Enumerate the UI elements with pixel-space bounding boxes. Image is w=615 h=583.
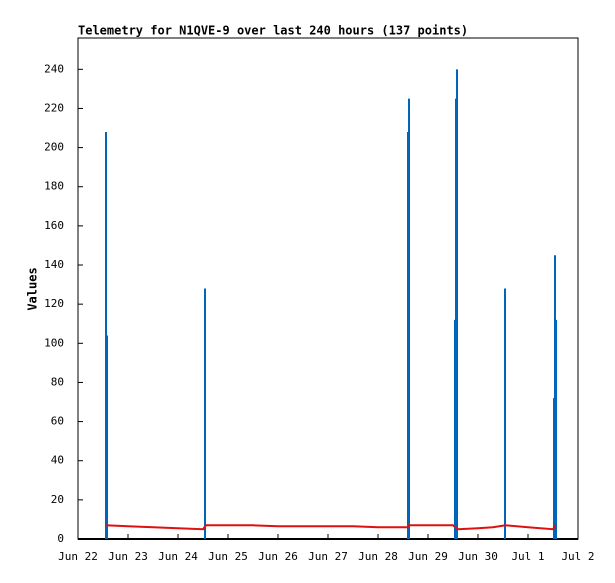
y-tick-label: 240 xyxy=(44,62,64,75)
y-axis-label: Values xyxy=(26,267,40,310)
x-tick-label: Jun 25 xyxy=(208,550,248,563)
x-tick-label: Jun 28 xyxy=(358,550,398,563)
x-tick-label: Jun 23 xyxy=(108,550,148,563)
y-tick-label: 20 xyxy=(51,493,64,506)
x-tick-label: Jun 27 xyxy=(308,550,348,563)
y-tick-label: 160 xyxy=(44,219,64,232)
y-tick-label: 120 xyxy=(44,297,64,310)
x-tick-label: Jun 26 xyxy=(258,550,298,563)
x-tick-label: Jun 24 xyxy=(158,550,198,563)
y-tick-label: 220 xyxy=(44,101,64,114)
line xyxy=(105,524,557,531)
y-tick-label: 80 xyxy=(51,375,64,388)
y-tick-label: 40 xyxy=(51,454,64,467)
x-tick-label: Jul 1 xyxy=(511,550,544,563)
x-tick-label: Jun 30 xyxy=(458,550,498,563)
x-tick-label: Jun 22 xyxy=(58,550,98,563)
y-tick-label: 140 xyxy=(44,258,64,271)
y-tick-label: 60 xyxy=(51,415,64,428)
y-tick-label: 0 xyxy=(57,532,64,545)
x-tick-label: Jun 29 xyxy=(408,550,448,563)
chart-title: Telemetry for N1QVE-9 over last 240 hour… xyxy=(78,24,468,38)
y-tick-label: 200 xyxy=(44,141,64,154)
y-tick-label: 100 xyxy=(44,336,64,349)
x-tick-label: Jul 2 xyxy=(561,550,594,563)
y-tick-label: 180 xyxy=(44,180,64,193)
